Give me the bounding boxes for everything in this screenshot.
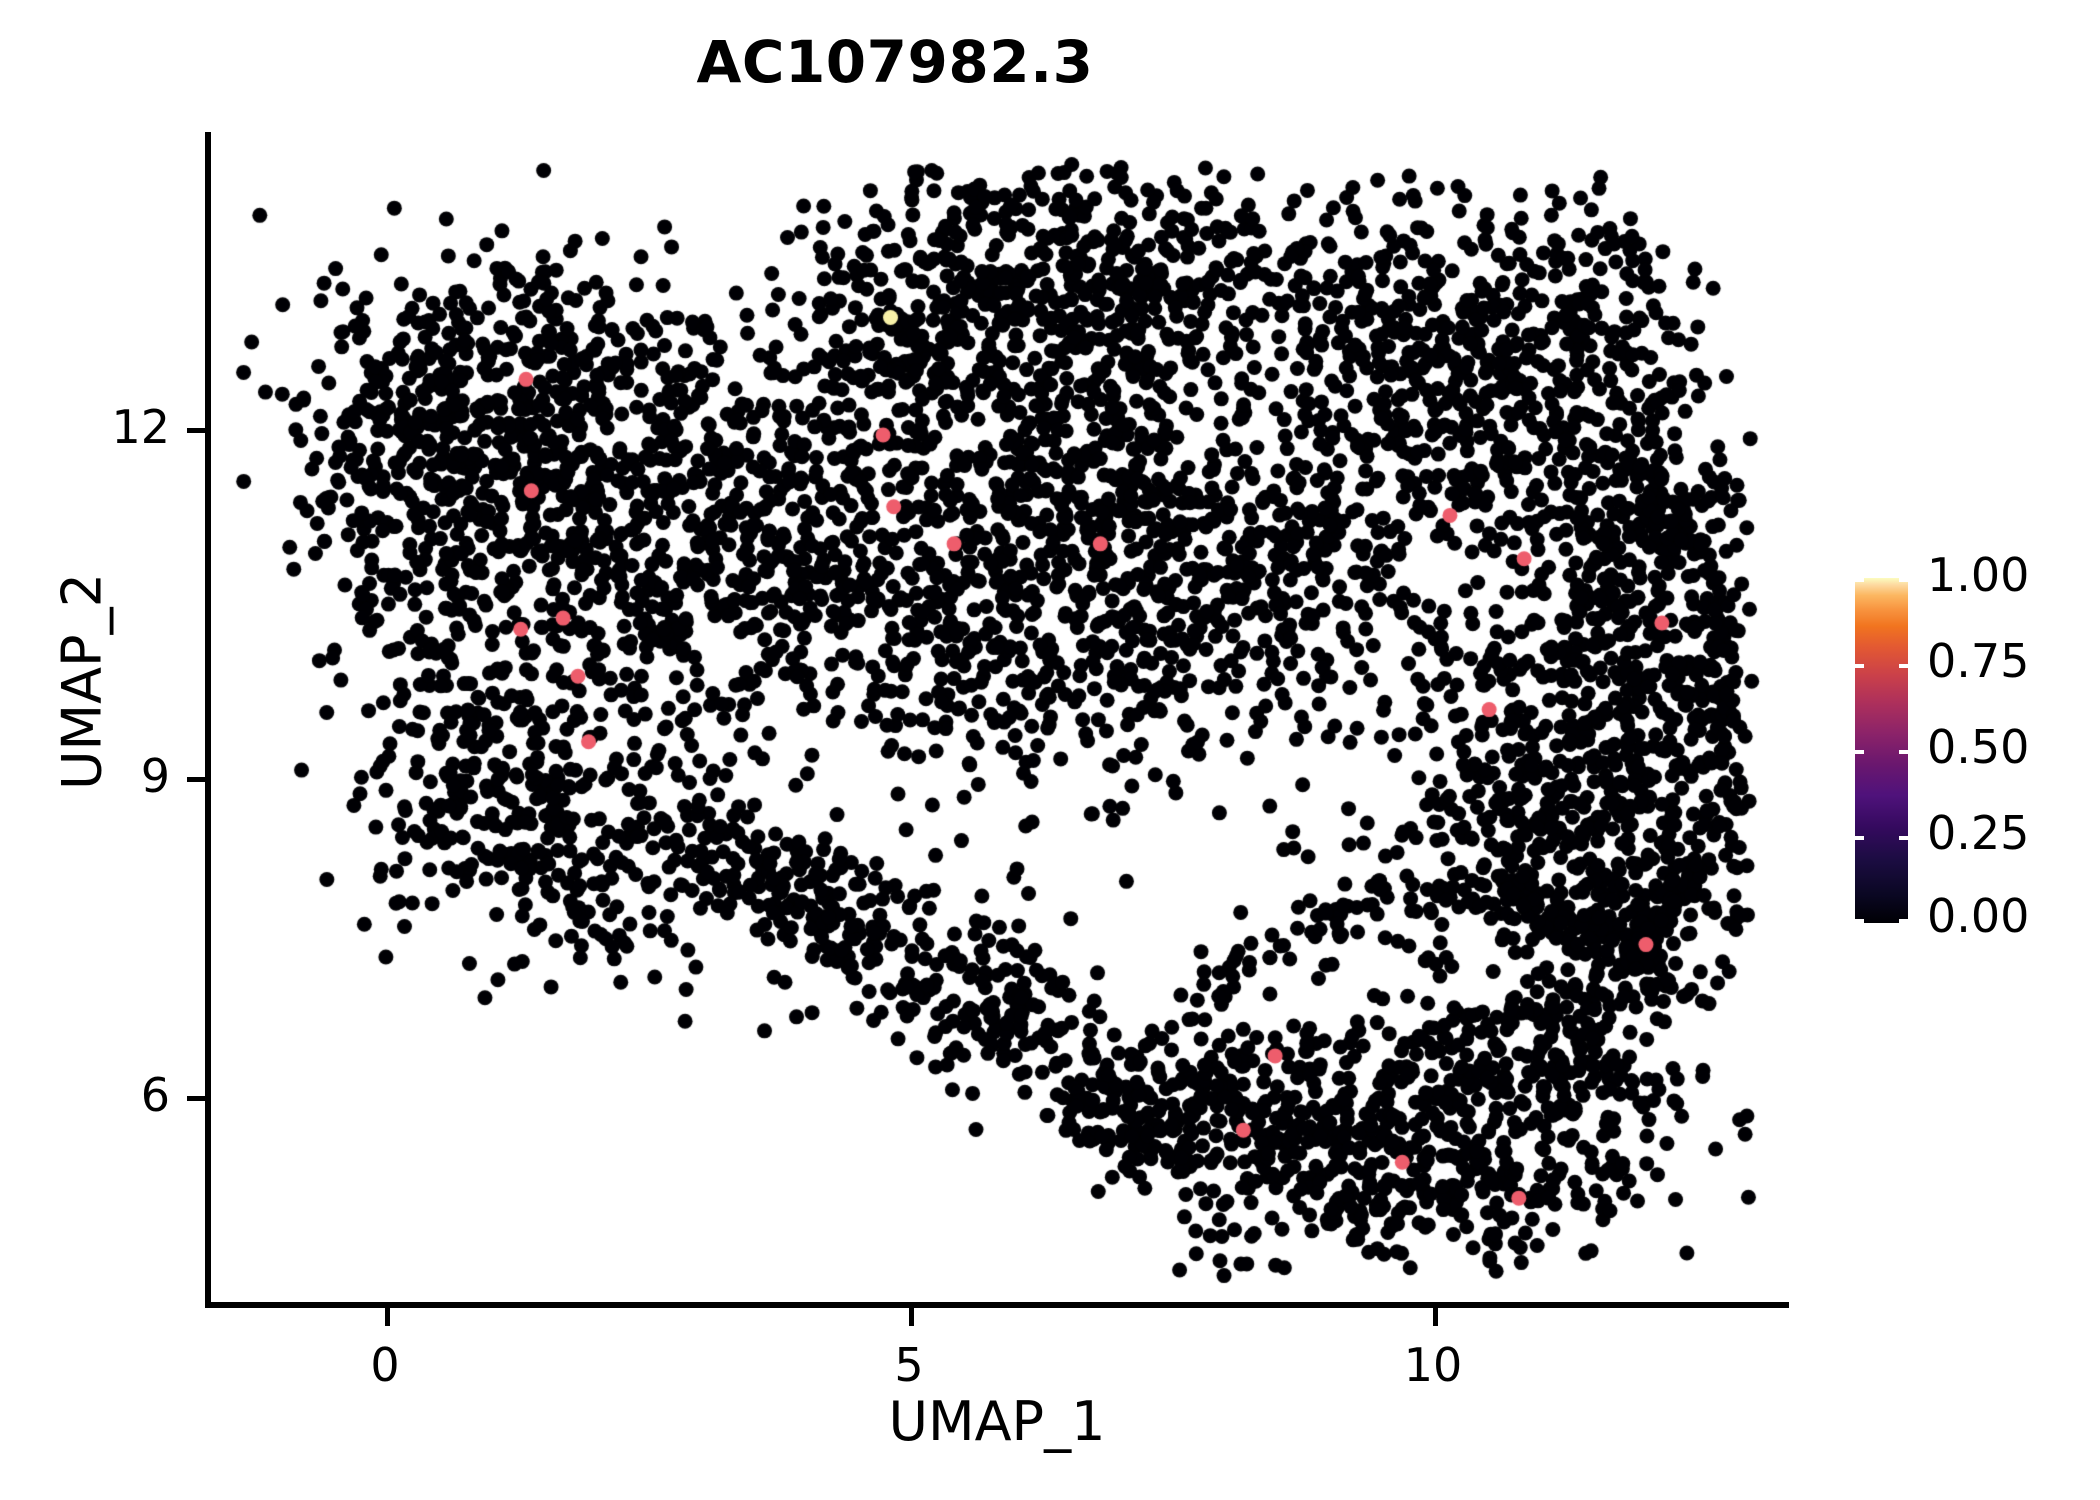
y-tick-9 (187, 777, 205, 782)
x-tick-10 (1433, 1308, 1438, 1326)
y-ticklabel-9: 9 (140, 749, 170, 803)
colorbar-tick-0.25 (1855, 836, 1908, 840)
y-tick-6 (187, 1096, 205, 1101)
x-ticklabel-10: 10 (1403, 1338, 1463, 1392)
y-ticklabel-12: 12 (111, 400, 170, 454)
colorbar-tick-1.00 (1855, 578, 1908, 582)
colorbar-label-0.50: 0.50 (1927, 720, 2030, 774)
x-tick-0 (385, 1308, 390, 1326)
y-tick-12 (187, 428, 205, 433)
colorbar: 1.00 0.75 0.50 0.25 0.00 (1855, 548, 2075, 943)
colorbar-tick-0.75 (1855, 664, 1908, 668)
scatter-points-canvas (205, 132, 1789, 1307)
x-tick-5 (909, 1308, 914, 1326)
colorbar-tick-0.50 (1855, 750, 1908, 754)
x-axis-spine (205, 1302, 1789, 1308)
y-axis-spine (205, 132, 211, 1307)
y-axis-label: UMAP_2 (50, 573, 114, 790)
x-ticklabel-0: 0 (370, 1338, 400, 1392)
x-axis-label: UMAP_1 (888, 1390, 1106, 1453)
colorbar-label-0.25: 0.25 (1927, 806, 2030, 860)
page-title: AC107982.3 (696, 28, 1094, 96)
y-ticklabel-6: 6 (140, 1068, 170, 1122)
plot-area (205, 132, 1789, 1307)
x-ticklabel-5: 5 (894, 1338, 924, 1392)
colorbar-label-0.00: 0.00 (1927, 889, 2030, 943)
colorbar-label-0.75: 0.75 (1927, 634, 2030, 688)
colorbar-label-1.00: 1.00 (1927, 548, 2030, 602)
colorbar-tick-0.00 (1855, 919, 1908, 923)
